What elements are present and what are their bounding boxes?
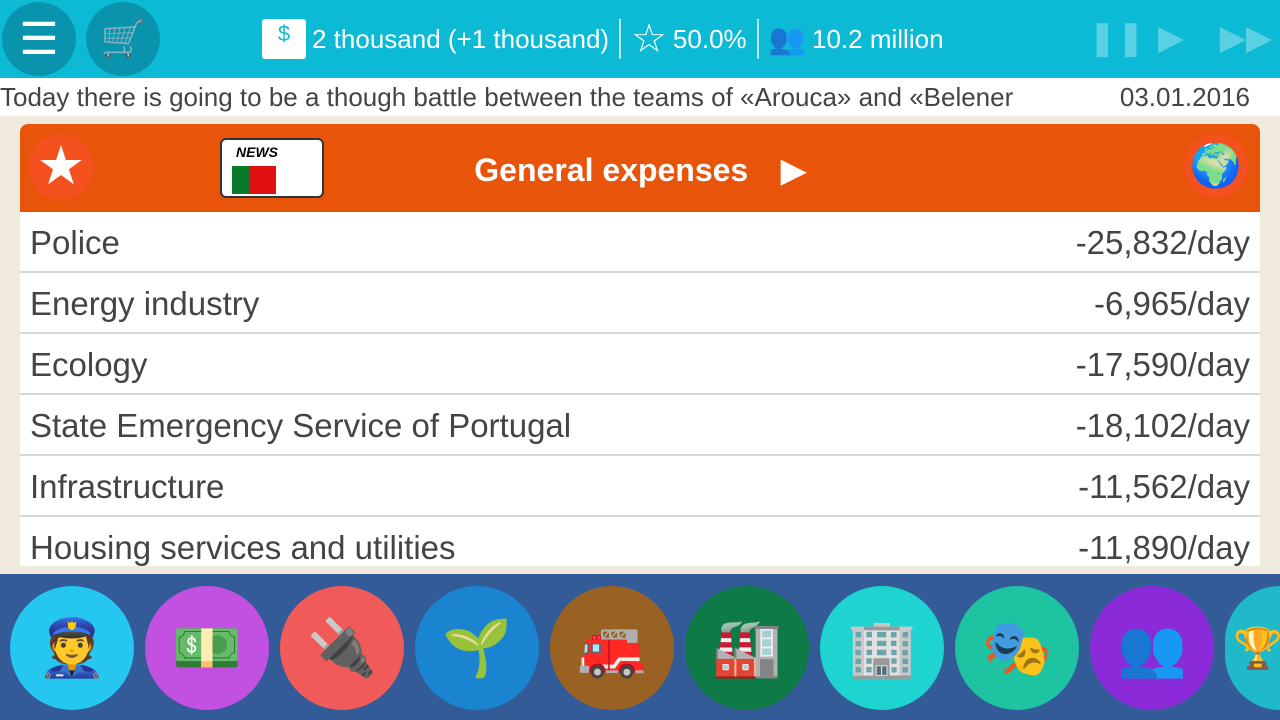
expense-value: -25,832/day [1075,224,1250,261]
category-bar: 👮 💵 🔌 🌱 🚒 🏭 🏢 🎭 👥 🏆 [0,574,1280,720]
category-button[interactable]: 🚒 [550,586,674,710]
trophy-icon: 🏆 [1233,626,1280,671]
expense-name: Ecology [30,346,148,383]
expense-row[interactable]: Energy industry -6,965/day [20,273,1260,334]
population-icon: 👥 [768,22,807,56]
money-icon: $ [262,19,306,59]
pause-button[interactable]: ❚❚ [1088,19,1145,57]
top-bar: ☰ 🛒 $ 2 thousand (+1 thousand) ☆ 50.0% 👥… [0,0,1280,78]
category-button[interactable]: 🏆 [1225,586,1280,710]
menu-button[interactable]: ☰ [2,2,76,76]
star-icon: ★ [36,136,86,196]
expense-value: -11,890/day [1078,529,1250,566]
hamburger-icon: ☰ [19,14,59,64]
globe-icon: 🌍 [1189,142,1243,189]
expense-row[interactable]: Infrastructure -11,562/day [20,456,1260,517]
expense-value: -17,590/day [1075,346,1250,383]
housing-building-icon: 🏢 [847,616,917,679]
news-ticker: Today there is going to be a though batt… [0,78,1280,116]
category-button[interactable]: 👥 [1090,586,1214,710]
expense-row[interactable]: State Emergency Service of Portugal -18,1… [20,395,1260,456]
shop-button[interactable]: 🛒 [86,2,160,76]
next-arrow-icon[interactable]: ▶ [781,152,806,188]
ecology-plant-icon: 🌱 [442,616,512,679]
population-value: 10.2 million [812,23,944,54]
ticker-text: Today there is going to be a though batt… [0,82,1014,112]
expense-name: Energy industry [30,285,260,322]
expense-name: Housing services and utilities [30,529,456,566]
expense-name: Infrastructure [30,468,225,505]
play-button[interactable]: ▶ [1158,19,1185,57]
theater-icon: 🎭 [982,616,1052,679]
expense-value: -11,562/day [1078,468,1250,505]
news-label: NEWS [236,144,278,160]
category-button[interactable]: 🎭 [955,586,1079,710]
money-value: 2 thousand (+1 thousand) [312,23,610,54]
expenses-panel: ★ NEWS General expenses ▶ 🌍 Police -25,83… [20,124,1260,566]
rating-value: 50.0% [672,23,747,54]
expense-row[interactable]: Police -25,832/day [20,212,1260,273]
category-button[interactable]: 🌱 [415,586,539,710]
people-icon: 👥 [1117,616,1187,679]
expense-row[interactable]: Ecology -17,590/day [20,334,1260,395]
panel-title: General expenses [474,152,749,188]
category-button[interactable]: 🏢 [820,586,944,710]
expense-name: State Emergency Service of Portugal [30,407,572,444]
news-button[interactable]: NEWS [220,138,324,198]
fast-forward-button[interactable]: ▶▶ [1219,19,1272,57]
finance-icon: 💵 [172,616,242,679]
expense-value: -18,102/day [1075,407,1250,444]
expense-row[interactable]: Housing services and utilities -11,890/da… [20,517,1260,566]
police-icon: 👮 [37,616,107,679]
portugal-flag-icon [232,166,276,194]
cart-icon: 🛒 [100,18,146,59]
star-icon: ☆ [631,17,667,61]
game-date: 03.01.2016 [1119,82,1250,112]
panel-header: ★ NEWS General expenses ▶ 🌍 [20,124,1260,212]
category-button[interactable]: 🔌 [280,586,404,710]
energy-plug-icon: 🔌 [307,616,377,679]
favorite-button[interactable]: ★ [28,134,94,200]
category-button[interactable]: 👮 [10,586,134,710]
expense-value: -6,965/day [1094,285,1250,322]
globe-button[interactable]: 🌍 [1184,134,1248,198]
category-button[interactable]: 💵 [145,586,269,710]
fire-station-icon: 🚒 [577,616,647,679]
expense-name: Police [30,224,120,261]
category-button[interactable]: 🏭 [685,586,809,710]
factory-icon: 🏭 [712,616,782,679]
